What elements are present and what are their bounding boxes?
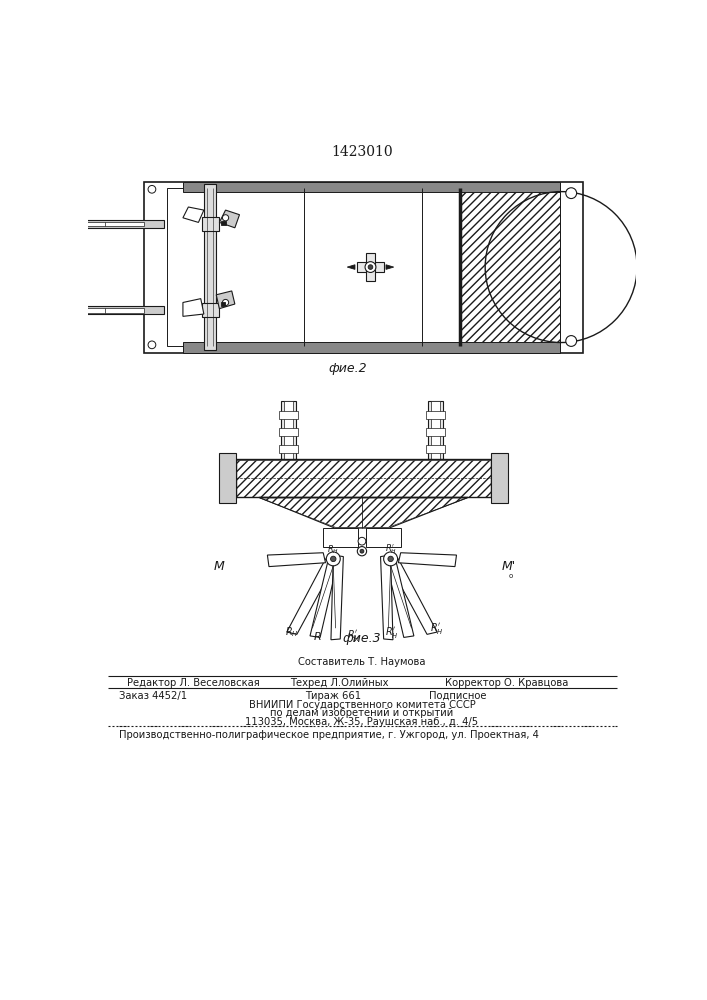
Bar [168, 188, 559, 346]
Polygon shape [386, 265, 394, 269]
Bar [356, 262, 385, 272]
Bar [366, 253, 375, 281]
Bar [235, 459, 491, 497]
Text: фие.3: фие.3 [343, 632, 381, 645]
Circle shape [384, 552, 397, 566]
Text: $R_H'$: $R_H'$ [347, 628, 361, 643]
Bar [71, 306, 163, 314]
Text: Производственно-полиграфическое предприятие, г. Ужгород, ул. Проектная, 4: Производственно-полиграфическое предприя… [119, 730, 539, 740]
Bar [183, 182, 559, 192]
Text: $R_H'$: $R_H'$ [385, 543, 397, 556]
Polygon shape [388, 559, 437, 634]
Text: $R_H'$: $R_H'$ [385, 625, 398, 640]
Bar [426, 411, 445, 419]
Circle shape [327, 552, 340, 566]
Text: Тираж 661: Тираж 661 [305, 691, 361, 701]
Polygon shape [287, 559, 336, 634]
Polygon shape [219, 210, 240, 228]
Circle shape [148, 185, 156, 193]
Bar [491, 453, 508, 503]
Circle shape [223, 299, 228, 306]
Text: ВНИИПИ Государственного комитета СССР: ВНИИПИ Государственного комитета СССР [249, 700, 475, 710]
Polygon shape [310, 555, 339, 637]
Bar [74, 222, 144, 226]
Bar [201, 217, 218, 231]
Polygon shape [398, 553, 457, 567]
Bar [431, 401, 440, 459]
Bar [204, 184, 216, 350]
Bar [236, 460, 491, 497]
Text: $R_H$: $R_H$ [286, 625, 299, 639]
Bar [221, 302, 225, 306]
Circle shape [357, 547, 367, 556]
Bar [201, 303, 218, 317]
Bar [284, 401, 293, 459]
Bar [426, 445, 445, 453]
Bar [74, 308, 144, 312]
Bar [428, 401, 443, 459]
Polygon shape [385, 555, 414, 637]
Polygon shape [183, 299, 204, 316]
Circle shape [368, 265, 373, 269]
Circle shape [388, 556, 393, 562]
Text: Подписное: Подписное [429, 691, 487, 701]
Circle shape [331, 556, 336, 562]
Text: 113035, Москва, Ж-35, Раушская наб., д. 4/5: 113035, Москва, Ж-35, Раушская наб., д. … [245, 717, 479, 727]
Bar [426, 462, 445, 470]
Text: R: R [314, 632, 322, 642]
Bar [323, 528, 358, 547]
Text: Составитель Т. Наумова: Составитель Т. Наумова [298, 657, 426, 667]
Bar [218, 453, 235, 503]
Polygon shape [331, 555, 344, 640]
Circle shape [223, 215, 228, 221]
Text: Корректор О. Кравцова: Корректор О. Кравцова [445, 678, 568, 688]
Circle shape [360, 549, 364, 553]
Circle shape [365, 262, 376, 272]
Circle shape [358, 537, 366, 545]
Bar [460, 188, 559, 346]
Polygon shape [267, 553, 325, 567]
Text: по делам изобретений и открытий: по делам изобретений и открытий [270, 708, 454, 718]
Bar [144, 182, 583, 353]
Text: M: M [214, 560, 224, 573]
Bar [183, 342, 559, 353]
Text: o: o [508, 573, 513, 579]
Text: $R_H'$: $R_H'$ [431, 621, 444, 636]
Text: $R_H$: $R_H$ [327, 543, 339, 556]
Bar [279, 411, 298, 419]
Polygon shape [183, 207, 204, 222]
Text: Редактор Л. Веселовская: Редактор Л. Веселовская [127, 678, 260, 688]
Text: Заказ 4452/1: Заказ 4452/1 [119, 691, 187, 701]
Text: M': M' [501, 560, 515, 573]
Bar [366, 528, 401, 547]
Circle shape [566, 188, 577, 199]
Bar [71, 220, 163, 228]
Bar [279, 445, 298, 453]
Bar [279, 462, 298, 470]
Text: фие.2: фие.2 [329, 362, 368, 375]
Text: Техред Л.Олийных: Техред Л.Олийных [290, 678, 388, 688]
Bar [281, 401, 296, 459]
Polygon shape [216, 291, 235, 309]
Text: 1423010: 1423010 [331, 145, 393, 159]
Polygon shape [380, 555, 393, 640]
Circle shape [566, 336, 577, 346]
Circle shape [148, 341, 156, 349]
Bar [221, 221, 226, 225]
Bar [426, 428, 445, 436]
Bar [279, 428, 298, 436]
Polygon shape [347, 265, 355, 269]
